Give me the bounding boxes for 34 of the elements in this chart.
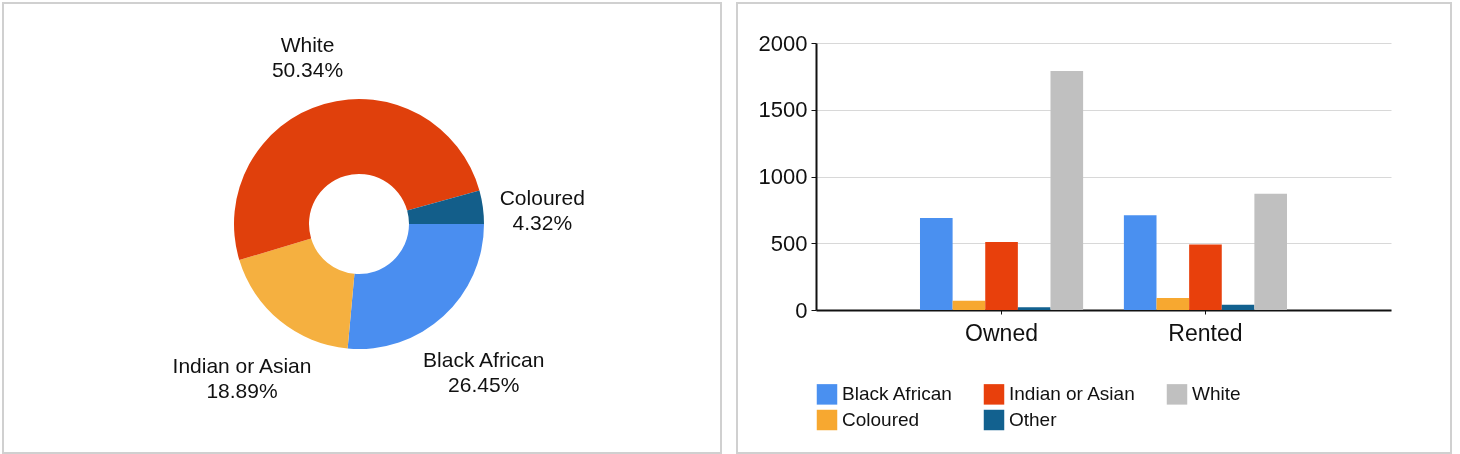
data-label: 26.45% xyxy=(448,372,520,396)
slice-label: Black African xyxy=(423,347,545,371)
data-label: 50.34% xyxy=(271,58,344,82)
bar xyxy=(1221,304,1255,310)
y-tick-label: 1000 xyxy=(758,164,808,189)
bar xyxy=(919,217,953,310)
legend-label: Coloured xyxy=(842,409,920,430)
bar xyxy=(1189,244,1222,310)
bar xyxy=(1254,193,1288,310)
y-tick-label: 1500 xyxy=(758,97,808,123)
data-label: 4.32% xyxy=(512,210,573,234)
bar xyxy=(1156,297,1190,310)
donut-slice xyxy=(234,99,480,261)
bar xyxy=(952,300,986,310)
legend-label: White xyxy=(1192,383,1241,405)
y-tick-label: 2000 xyxy=(758,30,808,56)
x-tick-label: Owned xyxy=(965,319,1038,346)
bar xyxy=(1050,71,1084,310)
bar xyxy=(1123,215,1157,310)
legend-label: Indian or Asian xyxy=(1009,383,1135,405)
donut-slice xyxy=(347,224,484,349)
data-label: 18.89% xyxy=(206,379,278,403)
donut-slice xyxy=(407,190,484,224)
bar xyxy=(985,241,1018,310)
legend-label: Other xyxy=(1009,409,1058,430)
y-tick-label: 500 xyxy=(770,230,808,256)
slice-label: White xyxy=(280,33,335,57)
x-tick-label: Rented xyxy=(1168,319,1243,346)
slice-label: Coloured xyxy=(499,185,585,209)
legend-label: Black African xyxy=(842,383,952,405)
bar xyxy=(1017,307,1051,310)
donut-slice xyxy=(239,238,355,349)
slice-label: Indian or Asian xyxy=(172,354,312,378)
y-tick-label: 0 xyxy=(795,297,808,323)
